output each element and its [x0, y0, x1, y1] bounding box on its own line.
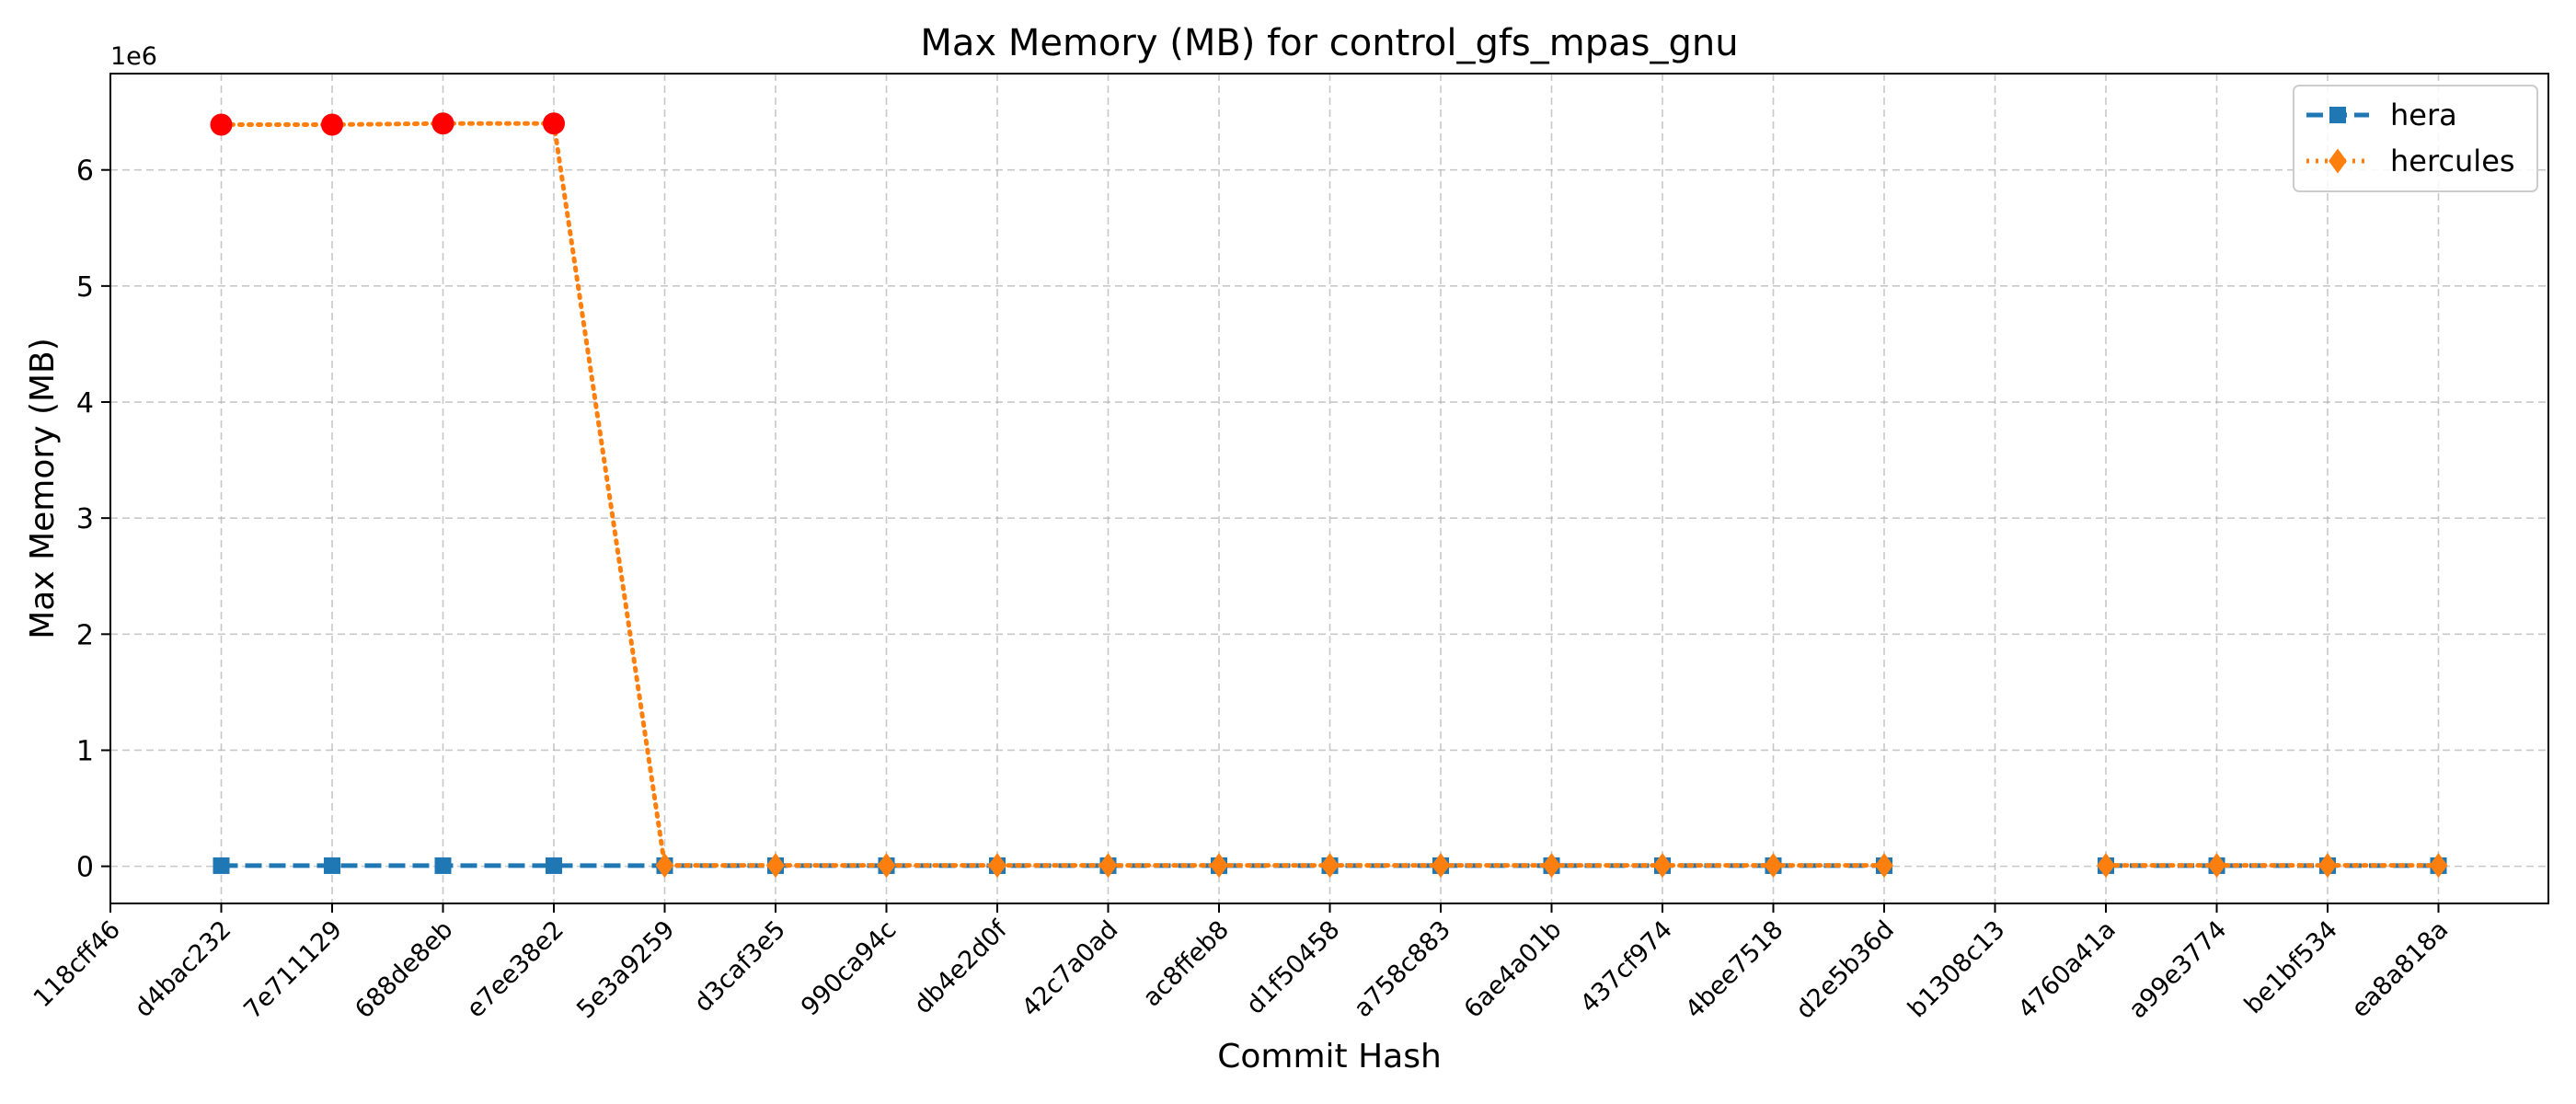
y-tick-label: 5	[76, 271, 94, 304]
data-point-hercules	[1098, 853, 1118, 879]
data-point-hercules	[1764, 853, 1783, 879]
x-axis-label: Commit Hash	[1217, 1038, 1442, 1075]
data-point-hera	[546, 857, 562, 874]
chart-title: Max Memory (MB) for control_gfs_mpas_gnu	[920, 22, 1738, 64]
y-tick-label: 0	[76, 852, 94, 884]
legend: hera hercules	[2293, 85, 2538, 192]
legend-label-hercules: hercules	[2390, 144, 2515, 178]
data-point-hercules	[877, 853, 896, 879]
legend-box	[2293, 85, 2538, 192]
series-line-hercules	[219, 121, 1887, 868]
y-tick-label: 1	[76, 735, 94, 767]
data-point-hercules	[1432, 853, 1450, 879]
y-tick-label: 3	[76, 503, 94, 535]
series-hercules	[210, 112, 2448, 879]
y-tick-label: 4	[76, 387, 94, 420]
data-point-hercules	[988, 853, 1006, 879]
data-point-hercules	[543, 112, 565, 135]
y-axis-offset-text: 1e6	[110, 42, 157, 71]
data-point-hercules	[1875, 853, 1893, 879]
series-layer	[210, 112, 2448, 879]
data-point-hera	[434, 857, 452, 874]
legend-marker-hercules	[2329, 148, 2347, 174]
data-point-hera	[213, 857, 230, 874]
data-point-hercules	[655, 853, 674, 879]
data-point-hercules	[1653, 853, 1672, 879]
data-point-hercules	[2207, 853, 2226, 879]
data-point-hercules	[766, 853, 785, 879]
y-axis-label: Max Memory (MB)	[24, 338, 62, 639]
data-point-hercules	[2097, 853, 2115, 879]
data-point-hercules	[210, 113, 233, 136]
y-tick-label: 2	[76, 619, 94, 651]
data-point-hercules	[2429, 853, 2448, 879]
data-point-hercules	[321, 113, 343, 136]
data-point-hercules	[1542, 853, 1561, 879]
legend-marker-hera	[2329, 107, 2346, 123]
data-point-hercules	[2318, 853, 2337, 879]
data-point-hercules	[1210, 853, 1228, 879]
data-point-hera	[324, 857, 340, 874]
data-point-hercules	[431, 112, 454, 135]
data-point-hercules	[1320, 853, 1340, 879]
legend-label-hera: hera	[2390, 98, 2457, 132]
y-tick-label: 6	[76, 155, 94, 188]
